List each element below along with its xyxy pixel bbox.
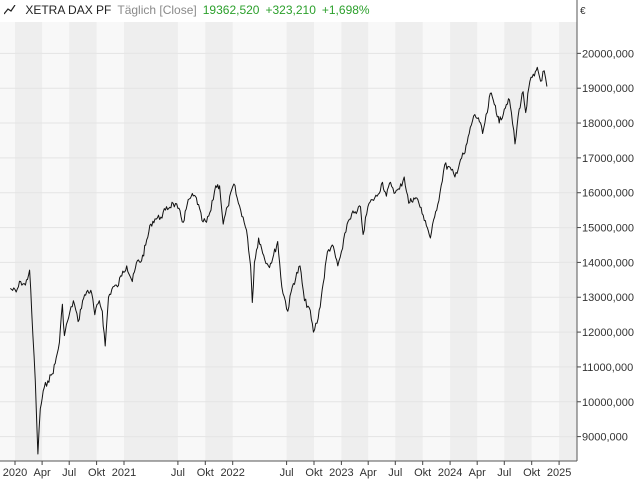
x-tick-label: Jul: [388, 467, 402, 479]
y-tick-label: 18000,000: [582, 118, 634, 130]
y-tick-label: 9000,000: [582, 432, 628, 444]
time-band: [0, 22, 15, 461]
time-band: [69, 22, 97, 461]
y-tick-label: 17000,000: [582, 153, 634, 165]
x-tick-label: Okt: [305, 467, 322, 479]
time-band: [395, 22, 423, 461]
x-tick-label: Jul: [280, 467, 294, 479]
x-tick-label: Jul: [171, 467, 185, 479]
y-tick-label: 11000,000: [582, 362, 633, 374]
x-tick-label: Okt: [414, 467, 431, 479]
x-tick-label: 2023: [329, 467, 353, 479]
x-tick-label: Jul: [62, 467, 76, 479]
x-tick-label: Apr: [469, 467, 486, 479]
x-tick-label: 2021: [112, 467, 136, 479]
x-tick-label: Okt: [197, 467, 214, 479]
x-tick-label: 2022: [220, 467, 244, 479]
y-tick-label: 16000,000: [582, 188, 634, 200]
x-tick-label: 2025: [547, 467, 571, 479]
y-tick-label: 15000,000: [582, 223, 634, 235]
price-change-percent: +1,698%: [321, 3, 370, 17]
time-band: [559, 22, 577, 461]
instrument-name: XETRA DAX PF: [25, 3, 112, 17]
y-tick-label: 12000,000: [582, 327, 634, 339]
x-tick-label: 2020: [3, 467, 27, 479]
time-band: [286, 22, 314, 461]
time-band: [504, 22, 532, 461]
y-tick-label: 14000,000: [582, 257, 634, 269]
time-band: [123, 22, 178, 461]
y-tick-label: 20000,000: [582, 48, 634, 60]
x-tick-label: Apr: [34, 467, 51, 479]
y-tick-label: 19000,000: [582, 83, 634, 95]
chart-header: XETRA DAX PF Täglich [Close] 19362,520 +323…: [3, 3, 376, 17]
x-tick-label: Okt: [523, 467, 540, 479]
time-band: [15, 22, 43, 461]
price-mode: Täglich [Close]: [117, 3, 197, 17]
currency-label: €: [580, 6, 586, 17]
time-band: [450, 22, 478, 461]
time-band: [205, 22, 233, 461]
y-tick-label: 10000,000: [582, 397, 634, 409]
line-chart-icon[interactable]: [3, 3, 19, 17]
x-tick-label: Apr: [360, 467, 377, 479]
y-tick-label: 13000,000: [582, 292, 634, 304]
x-tick-label: 2024: [438, 467, 462, 479]
time-band: [341, 22, 369, 461]
x-tick-label: Okt: [88, 467, 105, 479]
price-change: +323,210: [265, 3, 316, 17]
price-series-line: [9, 66, 548, 455]
last-price: 19362,520: [202, 3, 260, 17]
x-tick-label: Jul: [497, 467, 511, 479]
